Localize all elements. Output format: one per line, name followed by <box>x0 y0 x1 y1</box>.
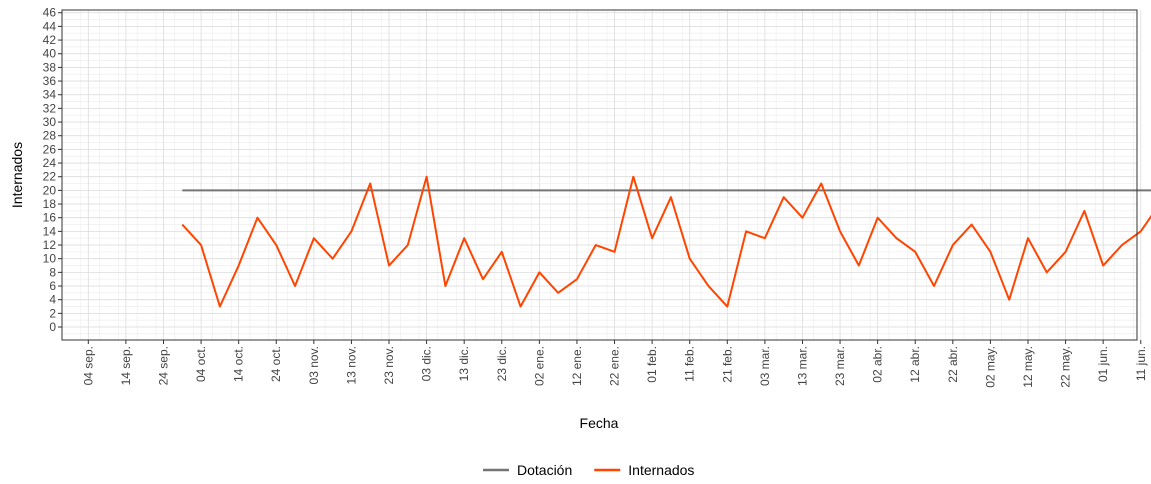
y-tick-label: 4 <box>49 293 56 307</box>
y-tick-label: 14 <box>43 224 57 238</box>
x-tick-label: 03 nov. <box>307 346 321 384</box>
legend-label: Internados <box>628 462 694 478</box>
legend-label: Dotación <box>517 462 572 478</box>
y-tick-label: 38 <box>43 60 57 74</box>
x-tick-label: 04 sep. <box>81 346 95 385</box>
y-tick-label: 22 <box>43 170 57 184</box>
x-tick-label: 11 jun. <box>1134 346 1148 381</box>
x-tick-label: 11 feb. <box>683 346 697 382</box>
y-tick-label: 20 <box>43 183 57 197</box>
y-tick-label: 16 <box>43 211 57 225</box>
plot-background <box>62 10 1137 340</box>
x-tick-label: 03 dic. <box>420 346 434 381</box>
y-tick-label: 28 <box>43 129 57 143</box>
y-tick-label: 26 <box>43 142 57 156</box>
x-tick-label: 23 nov. <box>382 346 396 384</box>
x-tick-label: 14 oct. <box>232 346 246 382</box>
y-tick-label: 24 <box>43 156 57 170</box>
y-tick-label: 42 <box>43 33 57 47</box>
x-tick-label: 01 feb. <box>645 346 659 383</box>
y-tick-label: 10 <box>43 252 57 266</box>
y-tick-label: 18 <box>43 197 57 211</box>
x-tick-label: 22 may. <box>1059 346 1073 388</box>
x-tick-label: 02 abr. <box>871 346 885 383</box>
x-tick-label: 02 ene. <box>532 346 546 386</box>
x-tick-label: 13 mar. <box>795 346 809 386</box>
x-axis-title: Fecha <box>580 415 619 431</box>
y-tick-label: 8 <box>49 265 56 279</box>
x-tick-label: 01 jun. <box>1096 346 1110 382</box>
y-tick-label: 6 <box>49 279 56 293</box>
x-tick-label: 24 oct. <box>269 346 283 382</box>
x-tick-label: 12 abr. <box>908 346 922 383</box>
x-tick-label: 23 dic. <box>495 346 509 381</box>
x-tick-label: 03 mar. <box>758 346 772 386</box>
y-tick-label: 34 <box>43 88 57 102</box>
y-tick-label: 30 <box>43 115 57 129</box>
x-tick-label: 02 may. <box>983 346 997 388</box>
x-tick-label: 22 ene. <box>608 346 622 386</box>
y-tick-label: 40 <box>43 47 57 61</box>
y-tick-label: 32 <box>43 101 57 115</box>
y-tick-label: 44 <box>43 19 57 33</box>
y-tick-label: 46 <box>43 6 57 20</box>
y-tick-label: 0 <box>49 320 56 334</box>
x-tick-label: 12 ene. <box>570 346 584 386</box>
x-tick-label: 13 nov. <box>344 346 358 384</box>
x-tick-label: 22 abr. <box>946 346 960 383</box>
x-tick-label: 21 feb. <box>720 346 734 383</box>
x-tick-label: 14 sep. <box>119 346 133 385</box>
x-tick-label: 13 dic. <box>457 346 471 381</box>
y-tick-label: 12 <box>43 238 57 252</box>
x-tick-label: 12 may. <box>1021 346 1035 388</box>
y-tick-label: 2 <box>49 306 56 320</box>
x-tick-label: 04 oct. <box>194 346 208 382</box>
y-tick-label: 36 <box>43 74 57 88</box>
series-line <box>181 175 1151 308</box>
x-tick-label: 23 mar. <box>833 346 847 386</box>
x-tick-label: 24 sep. <box>156 346 170 385</box>
y-axis-title: Internados <box>9 142 25 208</box>
plot-border <box>61 9 1138 341</box>
